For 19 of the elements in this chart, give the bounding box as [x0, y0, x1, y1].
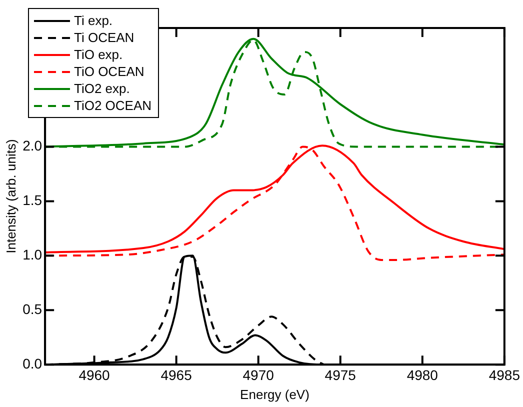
legend-label: TiO2 exp.: [74, 80, 130, 97]
x-tick-label: 4975: [324, 366, 356, 383]
x-tick-label: 4960: [78, 366, 110, 383]
legend-label: TiO OCEAN: [74, 63, 144, 80]
y-tick-label: 2.0: [22, 138, 42, 154]
x-tick-label: 4965: [160, 366, 192, 383]
x-tick-label: 4970: [242, 366, 274, 383]
y-tick-label: 0.0: [22, 355, 42, 372]
y-tick-label: 1.0: [22, 246, 42, 263]
x-tick-label: 4985: [488, 366, 520, 383]
y-axis-title: Intensity (arb. units): [3, 139, 18, 254]
y-tick-label: 1.5: [22, 192, 42, 208]
y-tick-label: 0.5: [22, 300, 42, 317]
legend-label: TiO exp.: [74, 46, 123, 63]
legend-label: TiO2 OCEAN: [74, 97, 152, 114]
legend-label: Ti OCEAN: [74, 29, 134, 46]
x-tick-label: 4980: [406, 366, 438, 383]
legend-label: Ti exp.: [74, 12, 113, 29]
x-axis-title: Energy (eV): [240, 386, 310, 402]
